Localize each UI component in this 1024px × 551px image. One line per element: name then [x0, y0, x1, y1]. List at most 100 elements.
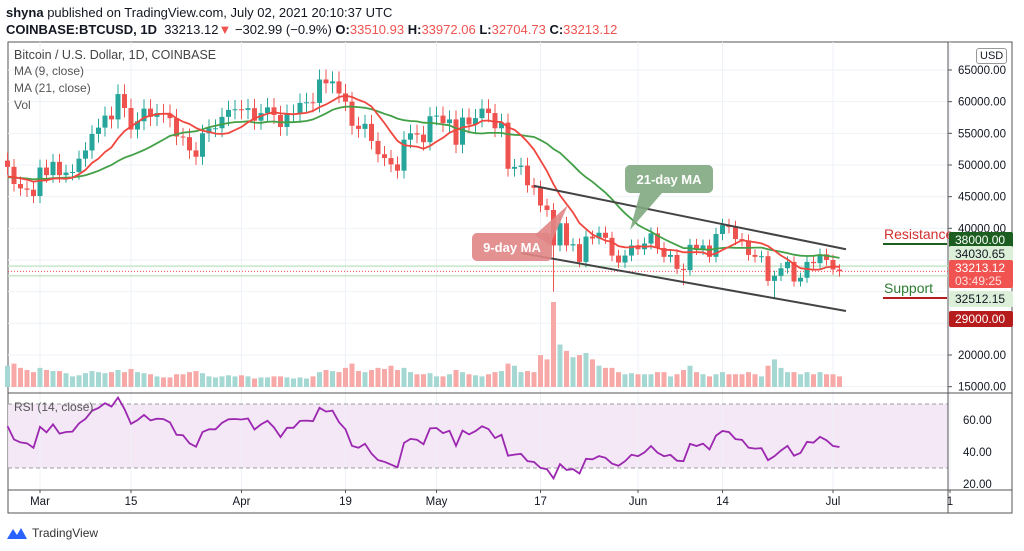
volume-bar	[44, 370, 49, 387]
legend-volume[interactable]: Vol	[14, 98, 31, 112]
volume-bar	[720, 372, 725, 387]
volume-bar	[135, 372, 140, 387]
volume-bar	[681, 370, 686, 387]
volume-bar	[414, 374, 420, 387]
volume-bar	[193, 371, 199, 387]
candle-body	[89, 133, 95, 151]
candle-body	[57, 161, 62, 176]
volume-bar	[798, 374, 803, 387]
x-tick-label: 1	[947, 496, 953, 508]
candle-body	[525, 165, 530, 186]
candle-body	[187, 137, 192, 151]
candle-body	[362, 123, 368, 129]
volume-bar	[284, 377, 290, 387]
volume-bar	[109, 372, 114, 387]
volume-bar	[317, 372, 322, 387]
rsi-tick-label: 60.00	[963, 415, 992, 427]
candle-body	[447, 119, 452, 124]
candle-body	[297, 102, 303, 114]
volume-bar	[102, 373, 108, 387]
ma9-callout	[472, 233, 552, 261]
candle-body	[499, 122, 504, 129]
candle-body	[629, 245, 634, 256]
volume-bar	[167, 377, 173, 387]
candle-body	[811, 261, 816, 264]
close-label: C:	[549, 22, 564, 37]
volume-bar	[772, 359, 777, 387]
candle-body	[122, 94, 127, 108]
candle-body	[421, 134, 426, 143]
high-value: 33972.06	[421, 22, 476, 37]
volume-bar	[811, 374, 816, 387]
volume-bar	[830, 374, 836, 387]
volume-bar	[323, 370, 329, 387]
candle-body	[128, 108, 134, 130]
volume-bar	[219, 376, 225, 387]
volume-bar	[304, 378, 309, 387]
y-tick-label: 50000.00	[958, 160, 1006, 172]
candle-body	[694, 244, 699, 250]
candle-body	[622, 255, 628, 263]
volume-bar	[668, 376, 673, 387]
volume-bar	[180, 374, 186, 387]
rsi-band	[8, 404, 948, 468]
volume-bar	[577, 355, 582, 387]
ma21-callout-label: 21-day MA	[636, 172, 702, 187]
volume-bar	[278, 376, 283, 387]
legend-ma9[interactable]: MA (9, close)	[14, 64, 85, 78]
volume-bar	[564, 350, 569, 387]
price-tag-label: 38000.00	[955, 233, 1005, 247]
volume-bar	[427, 373, 433, 387]
candle-body	[135, 121, 140, 130]
publisher-name[interactable]: shyna	[6, 5, 44, 20]
candle-body	[193, 150, 199, 157]
legend-rsi[interactable]: RSI (14, close)	[14, 400, 94, 414]
x-tick-label: Apr	[233, 496, 251, 508]
volume-bar	[505, 363, 511, 387]
volume-bar	[453, 370, 459, 387]
candle-body	[778, 268, 784, 276]
candle-body	[785, 261, 790, 269]
volume-bar	[336, 372, 342, 387]
candle-body	[538, 187, 543, 206]
volume-bar	[70, 376, 75, 387]
price-tag	[949, 246, 1013, 262]
low-label: L:	[479, 22, 492, 37]
price-tag-label: 33213.12	[955, 261, 1005, 275]
candle-body	[76, 158, 82, 172]
candle-body	[668, 254, 673, 257]
price-tag	[949, 311, 1013, 327]
volume-bar	[213, 377, 218, 387]
candle-body	[180, 136, 186, 138]
volume-bar	[128, 368, 134, 387]
volume-bar	[408, 372, 413, 387]
volume-bar	[583, 353, 589, 387]
volume-bar	[200, 373, 205, 387]
tradingview-logo-icon	[7, 528, 27, 539]
candle-body	[603, 232, 608, 238]
candle-body	[707, 245, 712, 257]
support-label: Support	[884, 280, 933, 296]
price-tag-countdown: 03:49:25	[955, 274, 1002, 288]
candle-body	[479, 108, 485, 119]
volume-bar	[518, 372, 524, 387]
candle-body	[44, 167, 49, 176]
y-tick-label: 45000.00	[958, 192, 1006, 204]
last-price: 33213.12	[164, 22, 219, 37]
legend-ma21[interactable]: MA (21, close)	[14, 81, 91, 95]
volume-bar	[707, 376, 712, 387]
candle-body	[343, 93, 348, 102]
volume-bar	[401, 367, 407, 387]
tradingview-logo[interactable]: TradingView	[6, 525, 98, 541]
ma9-callout-label: 9-day MA	[483, 240, 541, 255]
low-value: 32704.73	[491, 22, 546, 37]
volume-bar	[713, 374, 719, 387]
candle-body	[63, 172, 69, 176]
candle-body	[674, 254, 680, 269]
volume-bar	[343, 367, 348, 387]
published-text: published on TradingView.com, July 02, 2…	[47, 5, 393, 20]
y-tick-label: 55000.00	[958, 128, 1006, 140]
volume-bar	[187, 372, 192, 387]
candle-body	[96, 127, 101, 134]
